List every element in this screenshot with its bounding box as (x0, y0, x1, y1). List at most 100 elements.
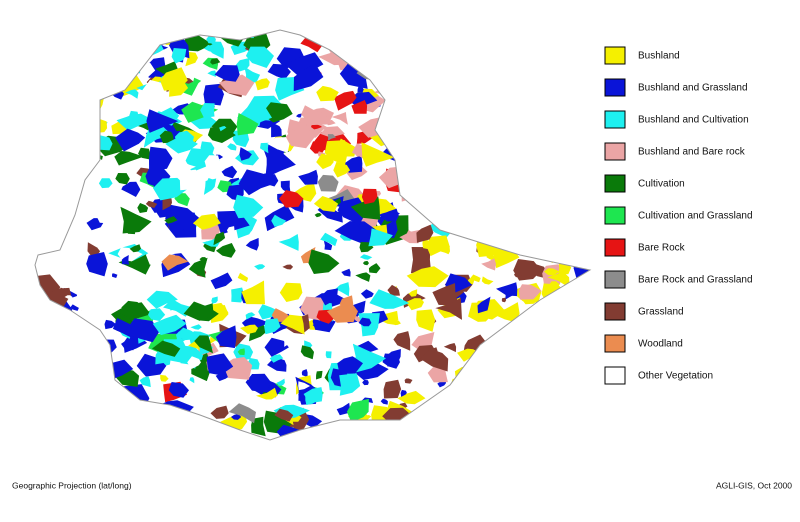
land-patch (546, 366, 570, 382)
land-patch (522, 50, 539, 66)
land-patch (159, 67, 188, 91)
land-patch (41, 236, 61, 249)
legend-label: Bushland and Cultivation (638, 115, 749, 126)
land-patch (518, 284, 542, 300)
land-patch (206, 35, 216, 44)
land-patch (314, 213, 322, 218)
land-patch (375, 44, 408, 66)
land-patch (56, 267, 64, 277)
land-patch (536, 208, 551, 223)
land-patch (534, 50, 574, 76)
land-patch (207, 41, 224, 59)
land-patch (298, 169, 318, 185)
land-patch (470, 274, 481, 283)
land-patch (264, 337, 289, 357)
land-patch (362, 260, 369, 266)
land-patch (322, 124, 331, 132)
land-patch (210, 272, 233, 290)
land-patch (50, 77, 60, 85)
land-patch (404, 378, 413, 384)
land-patch (35, 293, 44, 315)
land-patch (478, 411, 488, 422)
land-patch (463, 202, 477, 212)
land-patch (90, 377, 103, 386)
land-patch (308, 249, 340, 274)
land-patch (50, 369, 76, 388)
land-patch (447, 115, 462, 124)
land-patch (406, 81, 424, 101)
land-patch (35, 211, 50, 231)
land-patch (357, 86, 364, 93)
land-patch (547, 273, 570, 289)
land-patch (473, 370, 484, 380)
land-patch (35, 311, 57, 334)
legend-swatch (604, 142, 626, 161)
land-patch (210, 58, 221, 65)
land-patch (188, 257, 208, 278)
land-patch (430, 160, 445, 173)
land-patch (546, 112, 564, 132)
land-patch (473, 357, 497, 378)
land-patch (145, 200, 158, 208)
land-patch (68, 223, 80, 234)
land-patch (562, 348, 578, 369)
land-patch (85, 80, 96, 88)
land-patch (496, 91, 515, 105)
land-patch (547, 129, 572, 153)
land-patch (522, 34, 541, 46)
land-patch (457, 348, 479, 362)
land-patch (64, 295, 73, 301)
land-patch (35, 152, 59, 172)
land-patch (216, 243, 236, 258)
land-patch (477, 154, 490, 170)
land-patch (204, 379, 216, 395)
land-patch (54, 186, 80, 206)
land-patch (63, 178, 78, 195)
country-outline (34, 29, 592, 441)
land-patch (509, 347, 522, 357)
land-patch (585, 99, 590, 112)
land-patch (35, 31, 43, 43)
land-patch (87, 242, 101, 256)
land-patch (572, 318, 590, 332)
land-patch (313, 196, 339, 212)
land-patch (43, 111, 62, 127)
land-patch (548, 42, 562, 51)
land-patch (526, 352, 541, 365)
land-patch (453, 160, 485, 186)
land-patch (341, 268, 351, 277)
land-patch (475, 165, 512, 189)
land-patch (210, 405, 229, 419)
land-patch (255, 78, 270, 91)
land-patch (41, 389, 51, 399)
land-patch (227, 143, 237, 151)
land-patch (463, 86, 475, 95)
legend-swatch (604, 302, 626, 321)
land-patch (183, 30, 199, 35)
land-patch (61, 53, 72, 62)
land-patch (171, 48, 187, 64)
land-patch (164, 216, 178, 224)
legend-swatch (604, 334, 626, 353)
land-patch (251, 416, 266, 437)
land-patch (491, 349, 509, 359)
land-patch (316, 370, 323, 380)
land-patch (210, 305, 229, 323)
legend-label: Cultivation (638, 179, 685, 190)
land-patch (481, 276, 494, 285)
land-patch (502, 124, 511, 134)
land-patch (70, 423, 85, 434)
land-patch (235, 58, 250, 72)
land-patch (146, 290, 178, 309)
land-patch (567, 254, 582, 267)
land-patch (259, 173, 279, 187)
land-patch (148, 243, 158, 251)
land-patch (514, 42, 523, 53)
land-patch (324, 140, 348, 165)
land-patch (316, 85, 339, 102)
land-patch (35, 221, 41, 227)
land-patch (517, 81, 550, 105)
land-patch (368, 263, 381, 274)
land-patch (544, 138, 550, 145)
land-patch (411, 44, 426, 55)
